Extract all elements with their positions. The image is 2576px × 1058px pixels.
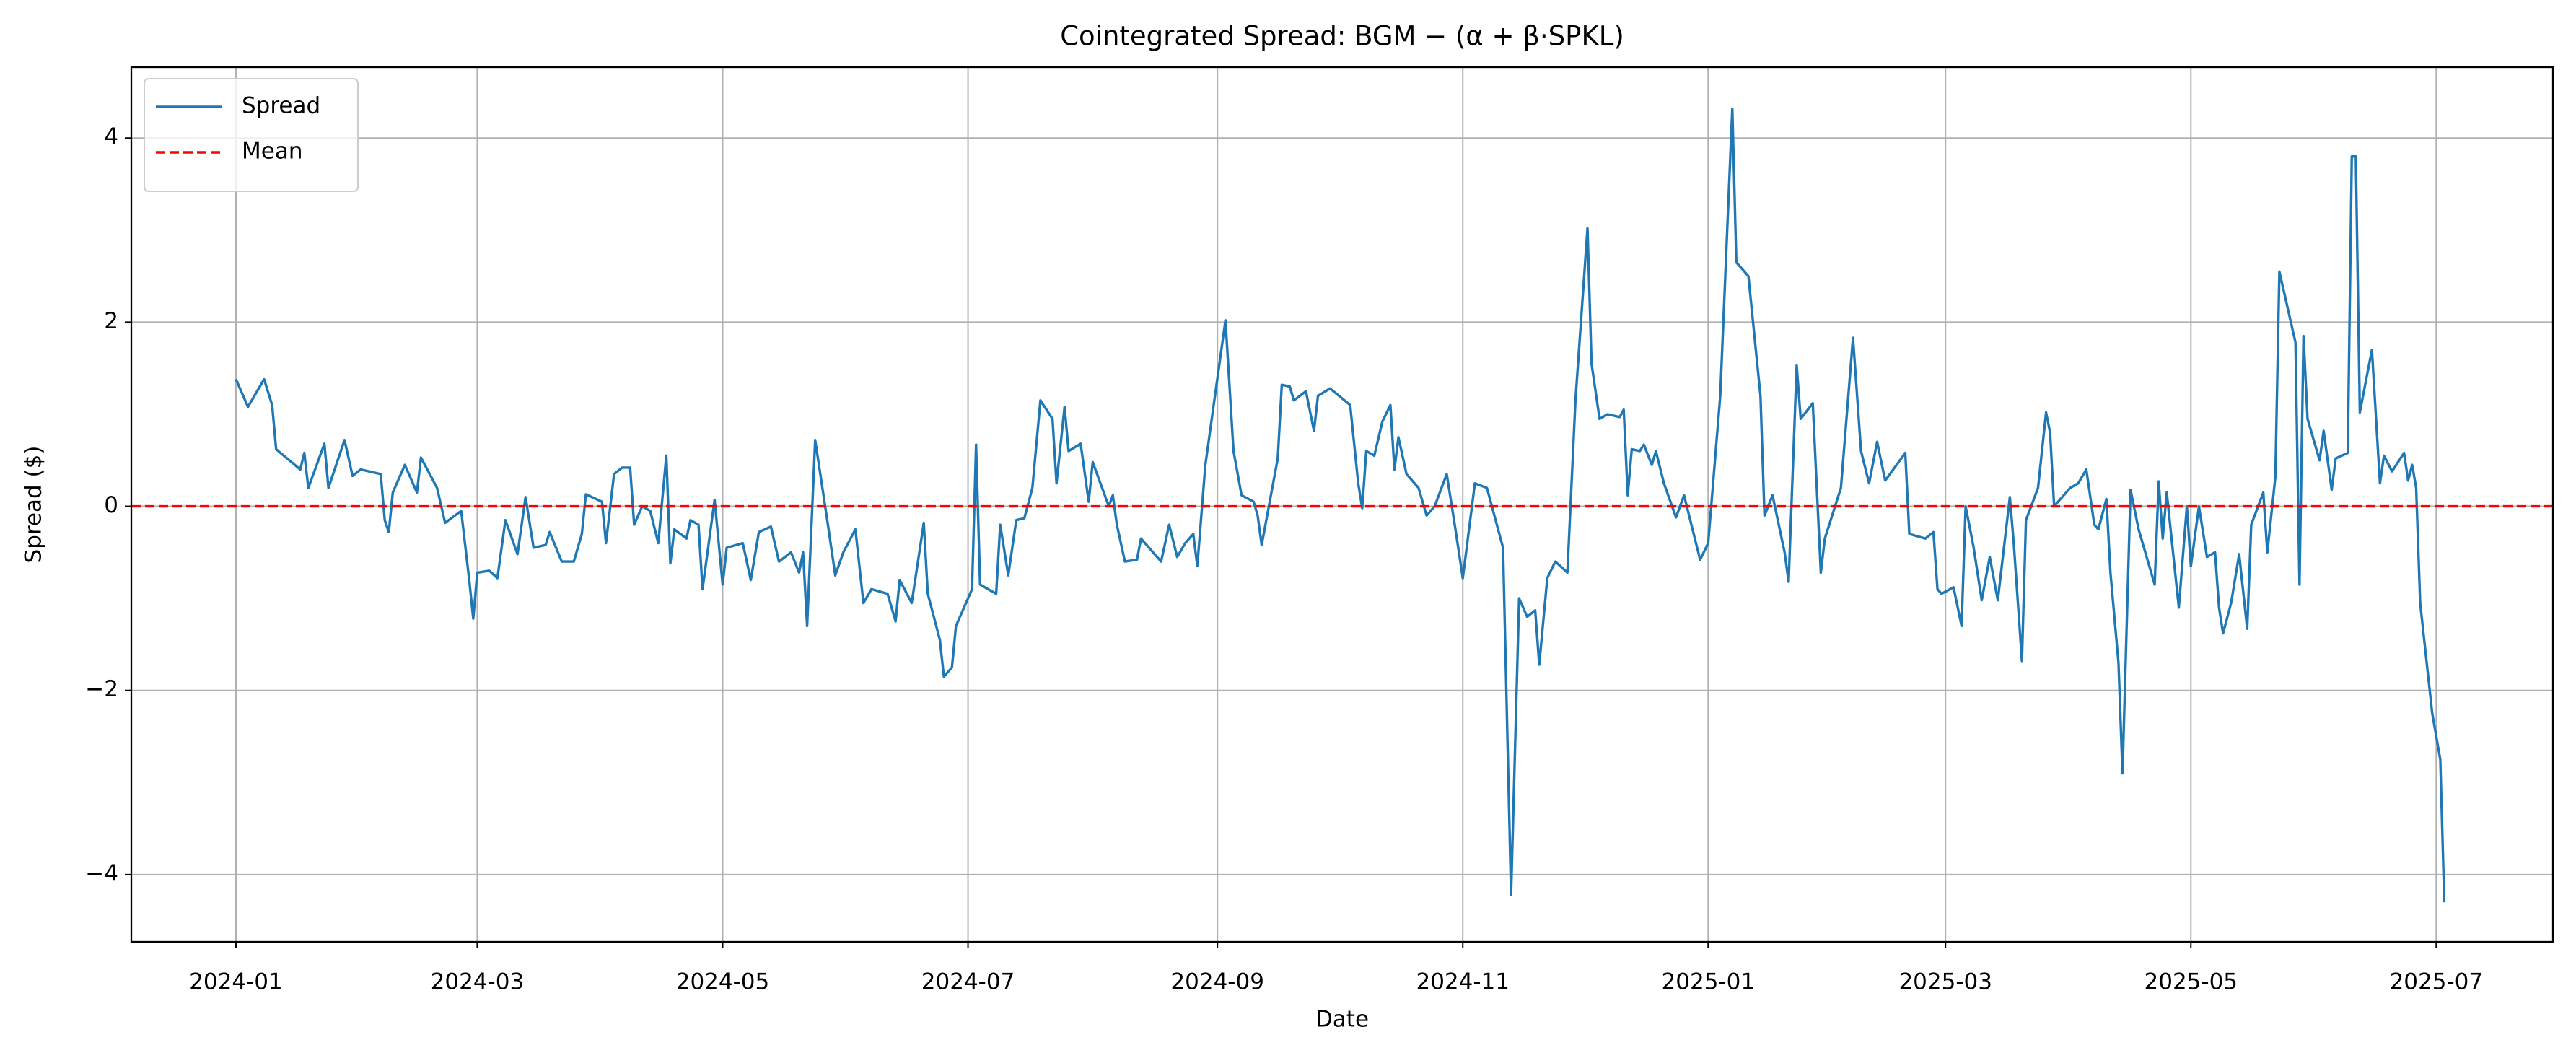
x-tick-label: 2025-01 [1662, 969, 1756, 995]
y-tick-label: −2 [85, 676, 118, 702]
x-tick-label: 2025-03 [1898, 969, 1992, 995]
x-tick-label: 2025-05 [2145, 969, 2238, 995]
y-tick-label: −4 [85, 860, 118, 886]
x-tick-label: 2024-07 [921, 969, 1015, 995]
y-tick-label: 4 [104, 124, 118, 150]
x-tick-label: 2024-11 [1416, 969, 1510, 995]
y-tick-label: 0 [104, 492, 118, 518]
chart-title: Cointegrated Spread: BGM − (α + β·SPKL) [1060, 21, 1624, 52]
legend: Spread Mean [144, 78, 359, 192]
legend-label: Spread [242, 93, 320, 119]
x-tick-label: 2024-09 [1170, 969, 1264, 995]
x-tick-label: 2024-01 [189, 969, 283, 995]
x-tick-label: 2024-05 [676, 969, 770, 995]
y-axis-label: Spread ($) [21, 446, 47, 564]
plot-frame [130, 66, 2554, 943]
x-tick-label: 2024-03 [431, 969, 525, 995]
y-tick-label: 2 [104, 308, 118, 334]
x-axis-label: Date [1315, 1007, 1369, 1033]
x-tick-label: 2025-07 [2390, 969, 2484, 995]
legend-label: Mean [242, 139, 302, 165]
